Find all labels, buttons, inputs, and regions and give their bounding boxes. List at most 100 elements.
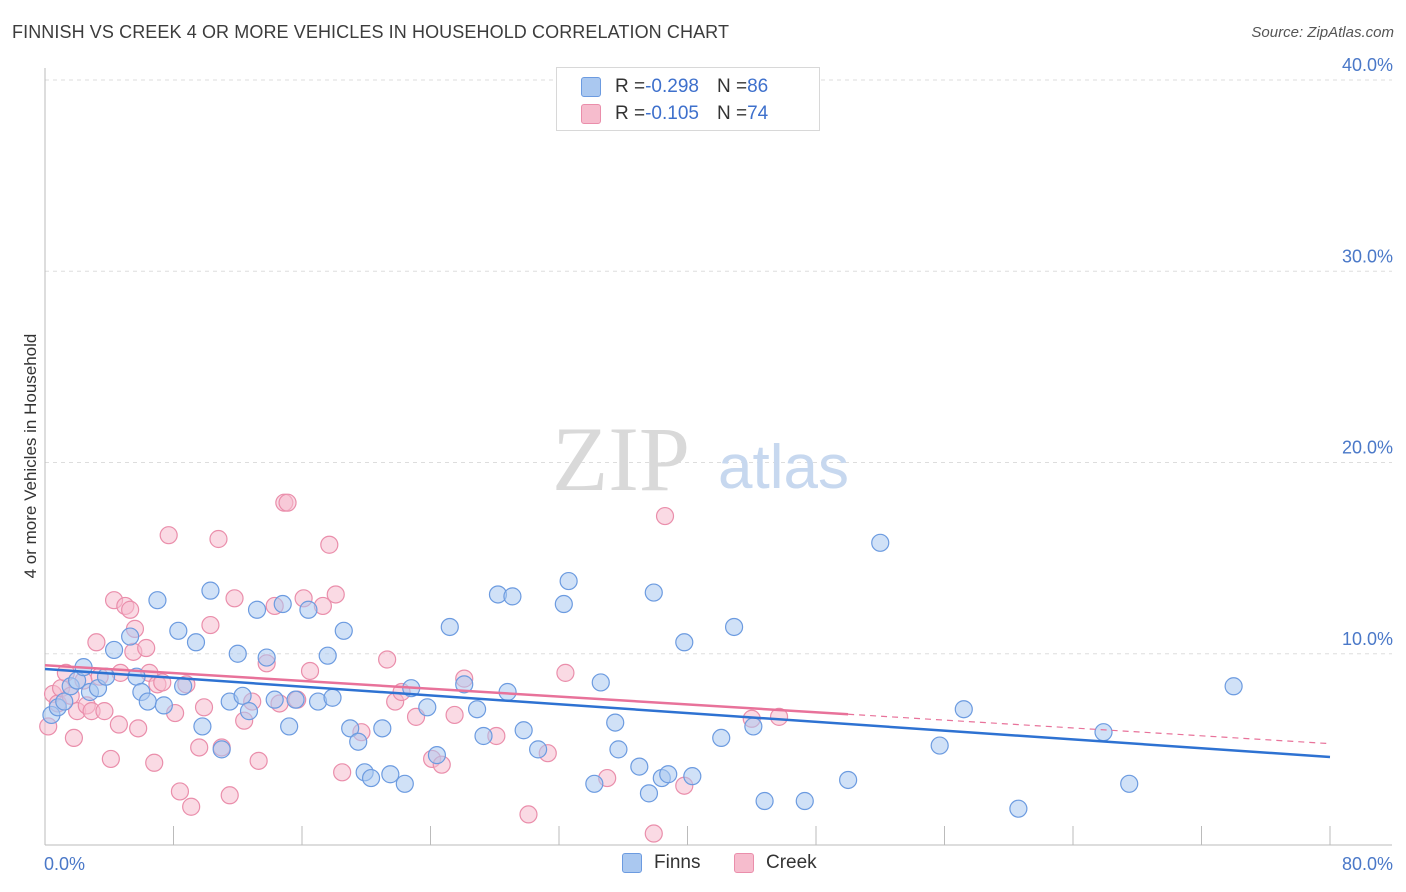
trendlines (44, 663, 1331, 759)
creek-point (121, 600, 140, 619)
finns-legend-label: Finns (654, 852, 701, 873)
finns-n-label: N = (716, 76, 748, 97)
x-tick-label: 80.0% (1342, 854, 1393, 874)
finns-point (755, 791, 774, 811)
finns-point (334, 621, 353, 640)
finns-point (96, 667, 116, 686)
finns-point (591, 673, 610, 692)
finns-point (299, 600, 318, 619)
creek-legend-swatch (734, 853, 754, 873)
creek-point (278, 493, 297, 512)
finns-point (529, 740, 548, 759)
creek-point (378, 650, 397, 669)
creek-point (225, 589, 244, 608)
creek-point (445, 705, 464, 725)
finns-point (361, 768, 381, 788)
creek-point (87, 633, 106, 652)
finns-point (55, 692, 74, 711)
creek-point (194, 698, 214, 717)
creek-point (300, 661, 320, 681)
creek-point (769, 707, 789, 726)
finns-point (675, 633, 694, 652)
finns-point (514, 721, 533, 740)
finns-point (606, 713, 625, 732)
correlation-legend: R = -0.298 N = 86 R = -0.105 N = 74 (556, 67, 820, 131)
finns-point (559, 571, 578, 591)
finns-point (273, 594, 292, 614)
creek-legend-label: Creek (766, 852, 817, 873)
finns-point (280, 717, 299, 736)
creek-point (320, 535, 339, 554)
finns-point (630, 757, 649, 776)
source-credit: Source: ZipAtlas.com (1251, 24, 1394, 41)
creek-point (519, 805, 538, 824)
finns-point (1120, 774, 1139, 793)
creek-point (137, 638, 156, 658)
finns-point (228, 644, 247, 663)
creek-point (249, 751, 268, 770)
y-tick-label: 20.0% (1342, 438, 1393, 458)
y-axis-label: 4 or more Vehicles in Household (21, 334, 40, 579)
finns-point (1224, 677, 1243, 696)
creek-point (182, 797, 201, 816)
finns-point (104, 640, 124, 660)
bottom-legend-creek[interactable]: Creek (734, 852, 817, 874)
creek-r-label: R = (615, 103, 646, 124)
creek-point (109, 715, 128, 734)
finns-point (644, 583, 663, 602)
finns-point (839, 770, 858, 790)
finns-point (174, 677, 193, 696)
finns-point (554, 594, 573, 614)
finns-point (239, 702, 259, 721)
finns-point (257, 648, 276, 667)
finns-point (503, 587, 522, 606)
creek-point (145, 753, 164, 772)
finns-point (795, 791, 814, 811)
finns-point (186, 633, 206, 652)
finns-point (724, 617, 744, 637)
y-tick-label: 10.0% (1342, 629, 1393, 649)
finns-point (395, 774, 414, 793)
finns-point (349, 732, 368, 751)
creek-r-value: -0.105 (645, 103, 699, 124)
finns-point (318, 646, 337, 665)
creek-point (159, 526, 178, 545)
finns-point (639, 784, 659, 803)
gridlines (45, 79, 1392, 655)
creek-point (101, 749, 120, 769)
creek-point (129, 719, 148, 738)
finns-point (744, 717, 763, 736)
watermark-zip: ZIP (552, 408, 690, 510)
finns-point (373, 719, 392, 738)
finns-point (212, 740, 231, 759)
creek-point (556, 663, 575, 682)
finns-trendline (44, 667, 1331, 759)
finns-point (871, 533, 890, 552)
y-tick-label: 30.0% (1342, 246, 1393, 266)
finns-point (467, 700, 487, 719)
finns-point (148, 591, 167, 610)
finns-point (341, 719, 360, 738)
creek-point (95, 702, 114, 721)
finns-point (233, 686, 252, 705)
creek-trendline (44, 663, 849, 716)
finns-point (121, 627, 140, 646)
tick-labels: 10.0% 20.0% 30.0% 40.0% 0.0% 80.0% (44, 55, 1393, 874)
finns-point (418, 698, 437, 717)
finns-r-label: R = (615, 76, 646, 97)
finns-point (138, 692, 157, 711)
finns-point (930, 736, 949, 755)
finns-point (954, 700, 973, 719)
finns-point (474, 726, 493, 746)
creek-point (170, 782, 190, 801)
bottom-legend-finns[interactable]: Finns (622, 852, 700, 874)
finns-point (323, 688, 342, 707)
finns-point (683, 767, 702, 786)
creek-points (39, 493, 789, 843)
finns-point (712, 728, 731, 748)
finns-point (1094, 723, 1113, 742)
legend-row-finns: R = -0.298 N = 86 (581, 74, 768, 100)
y-tick-label: 40.0% (1342, 55, 1393, 75)
chart-title: FINNISH VS CREEK 4 OR MORE VEHICLES IN H… (12, 22, 730, 42)
